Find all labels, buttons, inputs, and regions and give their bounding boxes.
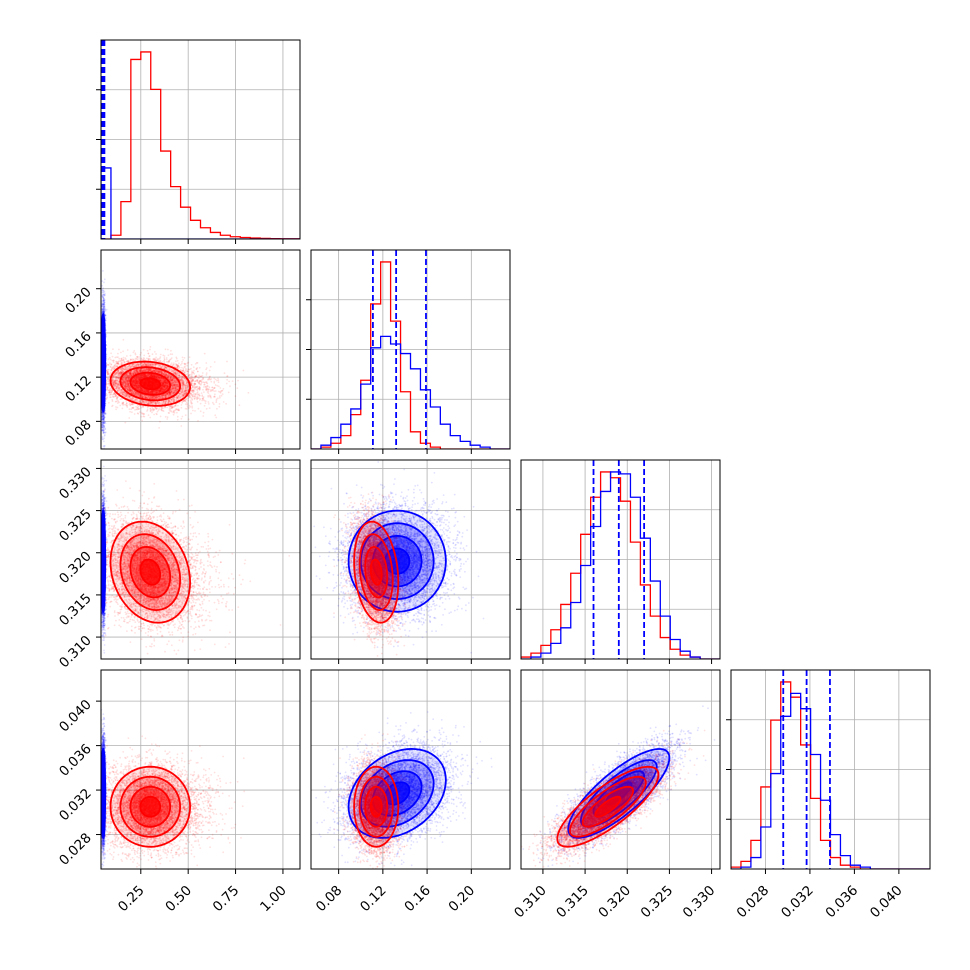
panel-background <box>101 250 300 449</box>
scatter-point-b <box>103 282 105 284</box>
scatter-point-b <box>103 301 105 303</box>
scatter-point-b <box>103 441 105 443</box>
scatter-point-b <box>104 434 106 436</box>
scatter-point-b <box>102 287 104 289</box>
scatter-point-b <box>99 350 101 352</box>
panel-1-0: 0.080.120.160.20 <box>37 250 300 466</box>
scatter-point-b <box>102 456 104 458</box>
scatter-point-b <box>104 428 106 430</box>
panel-0-0 <box>96 40 300 244</box>
scatter-point-b <box>104 278 106 280</box>
